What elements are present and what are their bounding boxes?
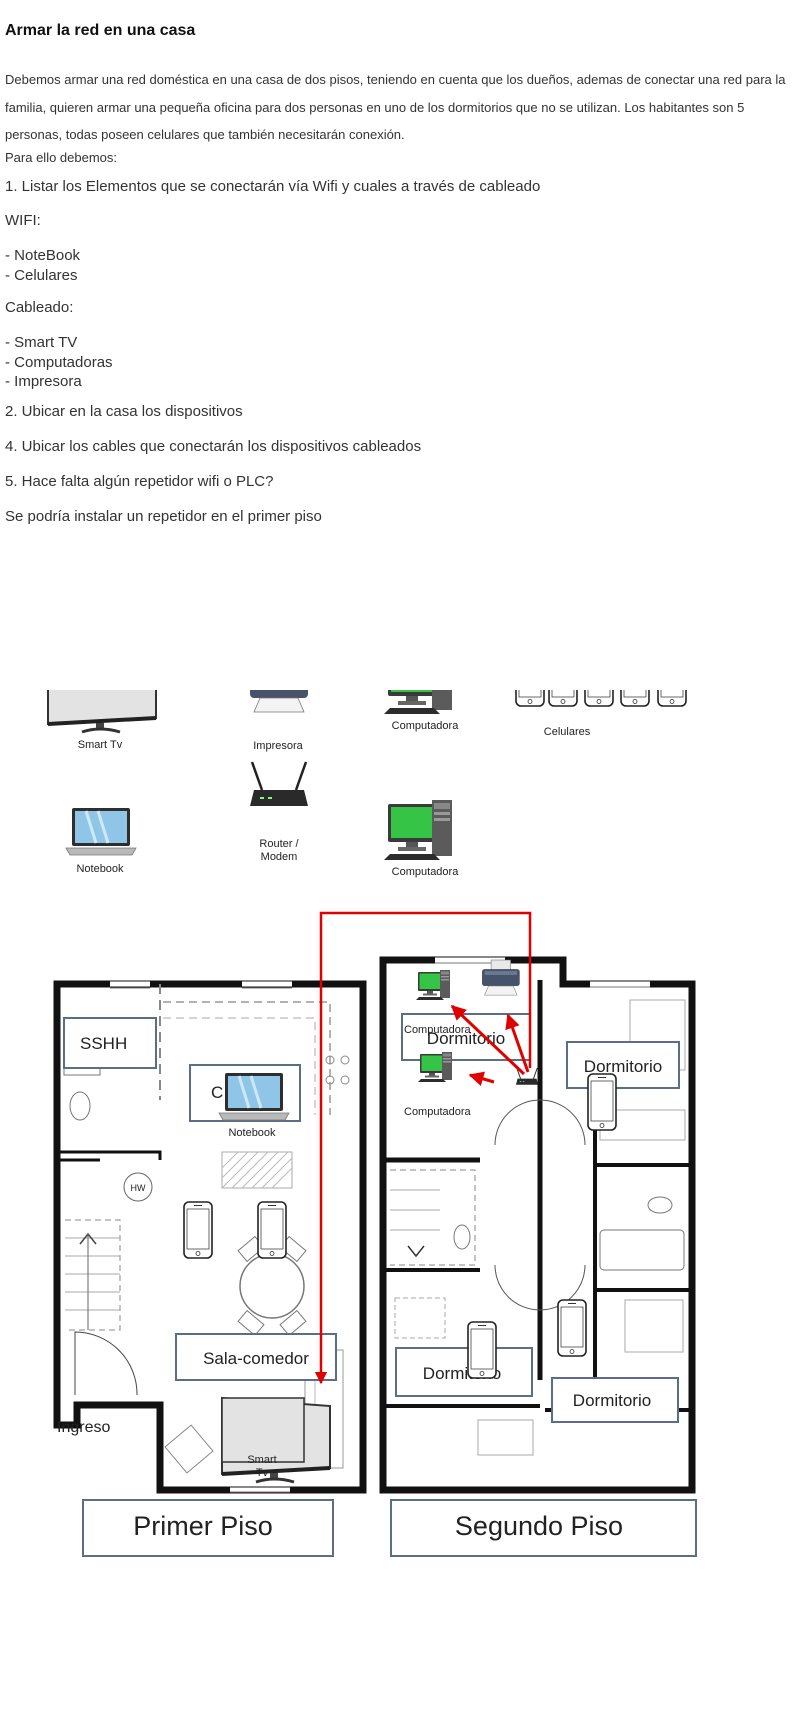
- legend: Smart Tv Impresora Computadora Celulares…: [46, 690, 687, 878]
- second-floor-plan: Dormitorio Computadora Computadora Dormi…: [379, 956, 696, 1494]
- question-2: 2. Ubicar en la casa los dispositivos: [5, 403, 243, 420]
- computer-icon: [384, 800, 452, 860]
- first-floor-plan: HW SSHH C Notebook Sala-c: [53, 980, 367, 1494]
- sala-label-box: [175, 1333, 337, 1381]
- primer-piso-label: Primer Piso: [133, 1511, 273, 1541]
- legend-impresora-label: Impresora: [253, 740, 303, 752]
- phone-icon: [657, 690, 687, 707]
- legend-celulares-label: Celulares: [544, 726, 591, 738]
- wifi-label: WIFI:: [5, 212, 41, 229]
- question-1: 1. Listar los Elementos que se conectará…: [5, 178, 541, 195]
- wifi-list: - NoteBook - Celulares: [5, 246, 80, 285]
- sshh-label-box: [63, 1017, 157, 1069]
- notebook-icon: [64, 806, 138, 857]
- cable-item: - Impresora: [5, 373, 82, 390]
- answer-text: Se podría instalar un repetidor en el pr…: [5, 508, 322, 525]
- legend-smart-tv-label: Smart Tv: [78, 739, 123, 751]
- legend-notebook-label: Notebook: [76, 863, 124, 875]
- legend-router-label-1: Router /: [259, 838, 299, 850]
- segundo-piso-label: Segundo Piso: [455, 1511, 623, 1541]
- cable-list: - Smart TV - Computadoras - Impresora: [5, 333, 113, 392]
- floor1-tv-label-2: Tv: [256, 1467, 269, 1479]
- cable-label: Cableado:: [5, 299, 74, 316]
- pc2-cable: [468, 1071, 495, 1086]
- phone-icon: [548, 690, 578, 707]
- sala-label: Sala-comedor: [203, 1349, 309, 1368]
- floor1-tv-label-1: Smart: [247, 1454, 276, 1466]
- wifi-item: - Celulares: [5, 266, 78, 284]
- sshh-label: SSHH: [80, 1034, 127, 1053]
- wifi-item: - NoteBook: [5, 247, 81, 264]
- router-icon: [248, 760, 310, 808]
- printer-icon: [249, 690, 309, 713]
- cable-routes: [314, 911, 532, 1385]
- legend-computadora-label: Computadora: [392, 720, 460, 732]
- dormitorio-office-label: Dormitorio: [427, 1029, 505, 1048]
- phone-icon: [587, 1073, 617, 1131]
- para-ello-text: Para ello debemos:: [5, 150, 118, 165]
- phone-icon: [467, 1321, 497, 1379]
- phone-icon: [257, 1201, 287, 1259]
- computadora-bottom-label: Computadora: [404, 1106, 472, 1118]
- dormitorio-right-label: Dormitorio: [584, 1057, 662, 1076]
- phone-icon: [620, 690, 650, 707]
- intro-paragraph: Debemos armar una red doméstica en una c…: [5, 72, 786, 142]
- question-5: 5. Hace falta algún repetidor wifi o PLC…: [5, 473, 274, 490]
- computadora-top-label: Computadora: [404, 1024, 472, 1036]
- notebook-icon: [217, 1071, 291, 1122]
- floor1-notebook-label: Notebook: [228, 1127, 276, 1139]
- legend-router-label-2: Modem: [261, 851, 298, 863]
- segundo-piso-box: [390, 1499, 697, 1557]
- dormitorio-bottom-label: Dormitorio: [573, 1391, 651, 1410]
- ingreso-label: Ingreso: [57, 1419, 110, 1436]
- phone-icon: [584, 690, 614, 707]
- primer-piso-box: [82, 1499, 334, 1557]
- printer-cable: [505, 1013, 530, 1073]
- pc-cable: [450, 1004, 526, 1076]
- phone-icon: [557, 1299, 587, 1357]
- question-4: 4. Ubicar los cables que conectarán los …: [5, 438, 422, 455]
- tv-cable: [314, 911, 532, 1385]
- smart-tv-icon: [46, 690, 158, 734]
- phone-icon: [183, 1201, 213, 1259]
- cocina-label-partial: C: [211, 1083, 223, 1102]
- dormitorio-left-box: [395, 1347, 533, 1397]
- cable-item: - Smart TV: [5, 334, 78, 351]
- network-diagram: Smart Tv Impresora Computadora Celulares…: [46, 690, 697, 1557]
- page-title: Armar la red en una casa: [5, 22, 196, 39]
- computer-icon: [384, 690, 452, 714]
- legend-computadora-label-2: Computadora: [392, 866, 460, 878]
- dormitorio-right-box: [566, 1041, 680, 1089]
- hw-label: HW: [131, 1183, 146, 1193]
- dormitorio-bottom-box: [551, 1377, 679, 1423]
- phone-icon: [515, 690, 545, 707]
- cable-item: - Computadoras: [5, 353, 113, 371]
